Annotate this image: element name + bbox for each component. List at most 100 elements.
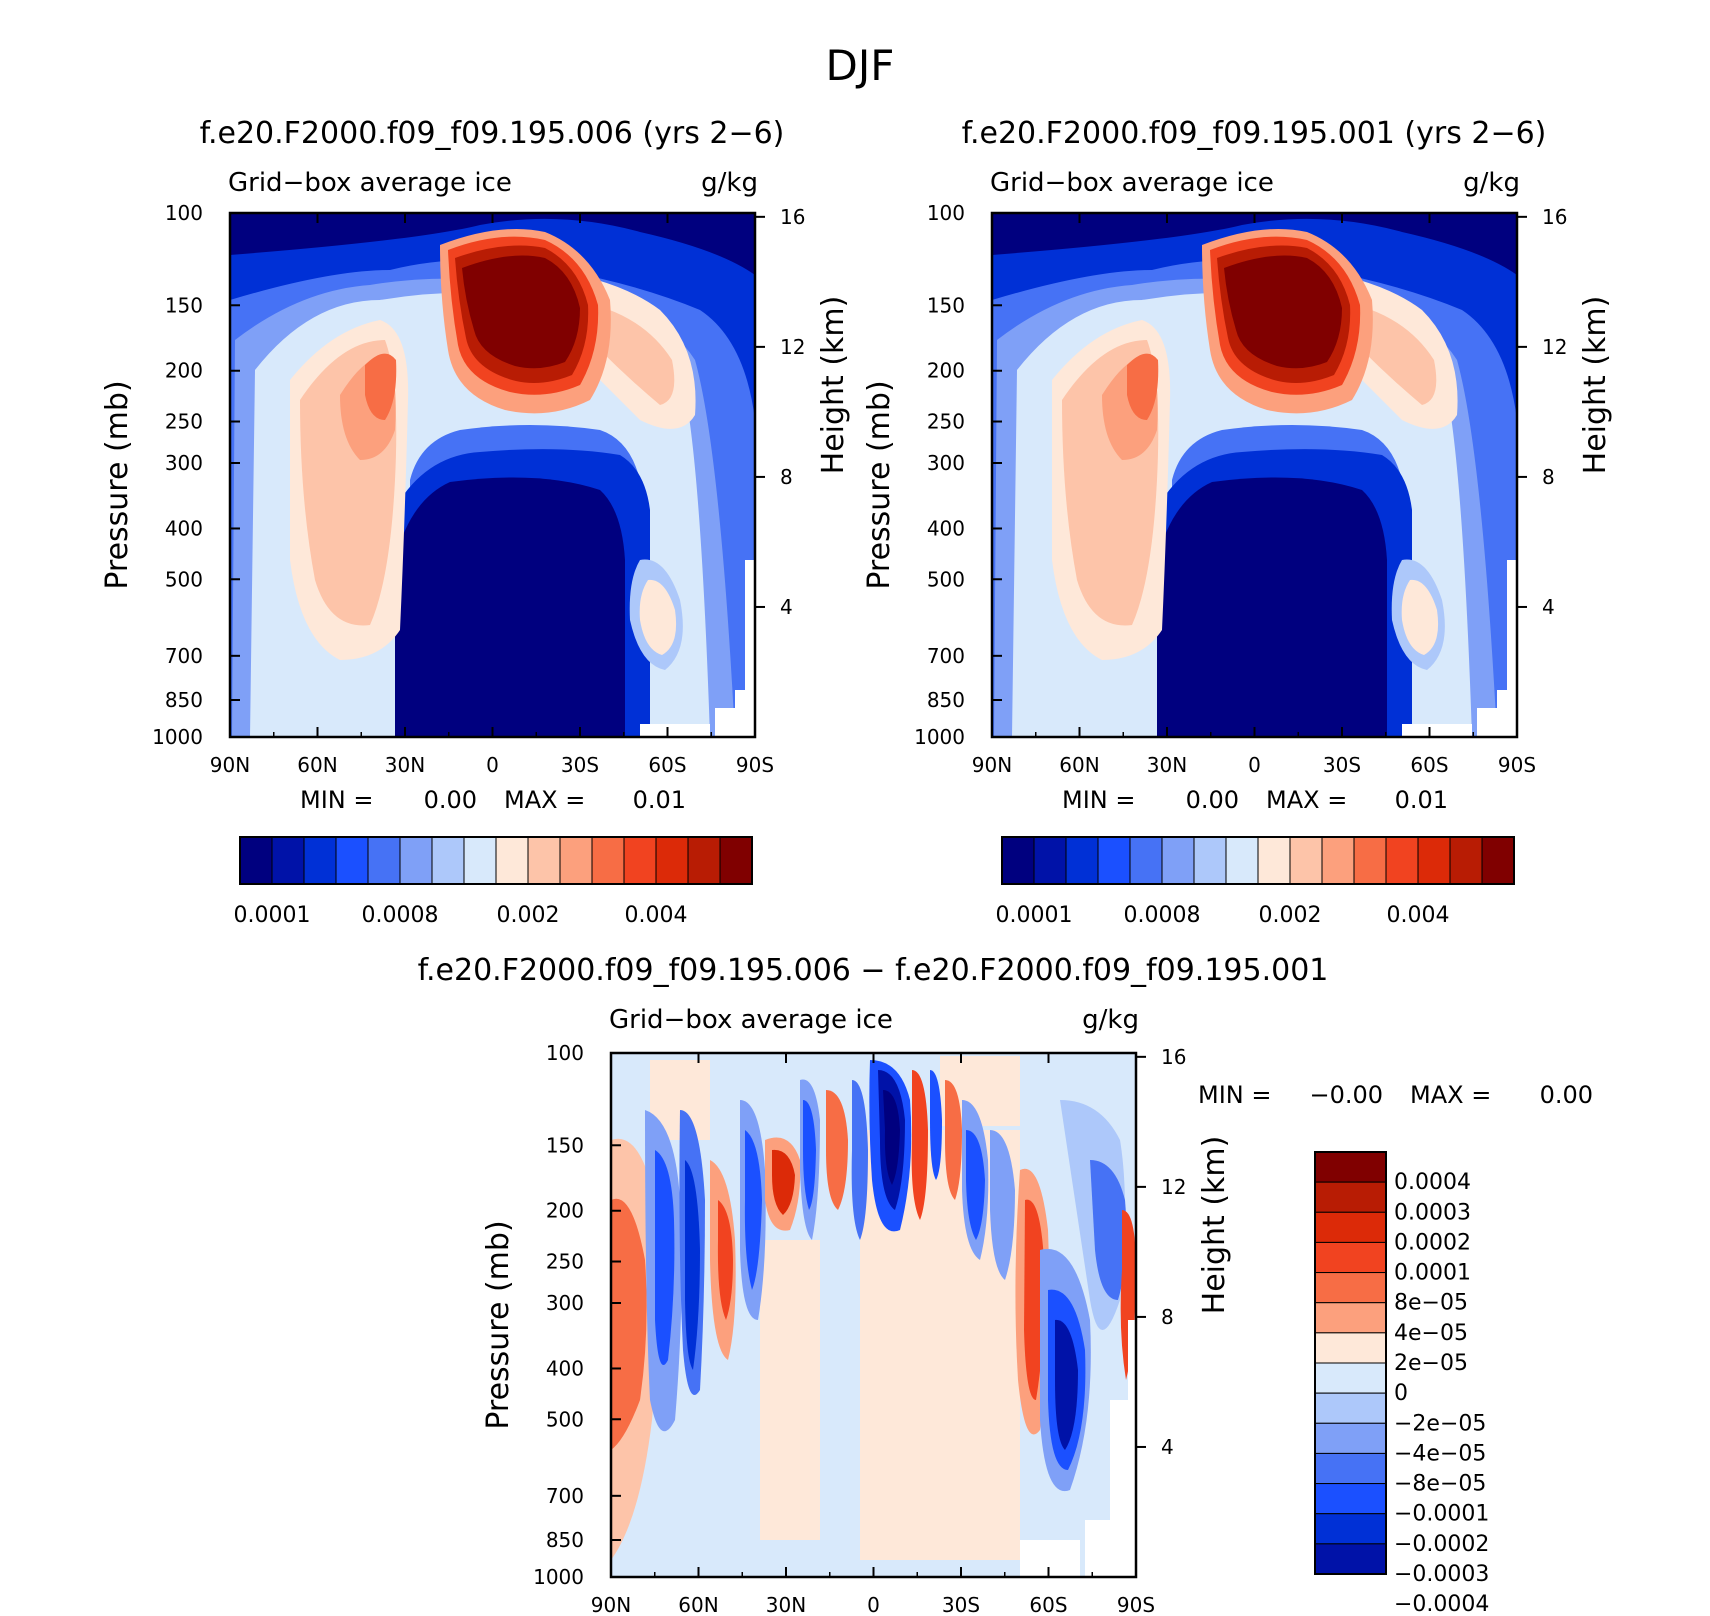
colorbar-label: 2e−05 xyxy=(1394,1351,1468,1376)
y-tick-label: 850 xyxy=(546,1528,584,1552)
min-label: MIN = xyxy=(300,786,373,814)
min-value: 0.00 xyxy=(424,786,477,814)
panel-subtitle-left: Grid−box average ice xyxy=(228,168,512,198)
colorbar-swatch xyxy=(559,836,593,885)
max-label: MAX = xyxy=(1266,786,1347,814)
colorbar-label: 0.002 xyxy=(497,903,560,928)
panel-title: f.e20.F2000.f09_f09.195.001 (yrs 2−6) xyxy=(962,116,1547,151)
y-tick-label: 150 xyxy=(165,293,203,317)
colorbar-swatch xyxy=(1001,836,1035,885)
y-axis-label: Pressure (mb) xyxy=(481,1220,516,1429)
x-tick-label: 60S xyxy=(648,753,686,777)
colorbar-label: 0.0008 xyxy=(362,903,439,928)
colorbar-swatch xyxy=(1314,1513,1387,1545)
x-tick-label: 30S xyxy=(1323,753,1361,777)
max-value: 0.01 xyxy=(633,786,686,814)
contour-field xyxy=(611,1053,1136,1577)
colorbar-swatch xyxy=(1257,836,1291,885)
colorbar-label: 0 xyxy=(1394,1381,1408,1406)
y-tick-label: 400 xyxy=(165,516,203,540)
x-tick-label: 90S xyxy=(1117,1593,1155,1616)
x-tick-label: 90N xyxy=(210,753,250,777)
x-tick-label: 90N xyxy=(591,1593,631,1616)
y-axis-label: Pressure (mb) xyxy=(862,380,897,589)
colorbar-swatch xyxy=(303,836,337,885)
x-tick-label: 30N xyxy=(385,753,425,777)
x-tick-label: 90N xyxy=(972,753,1012,777)
max-value: 0.01 xyxy=(1395,786,1448,814)
y-tick-label: 200 xyxy=(165,359,203,383)
colorbar-swatch xyxy=(1097,836,1131,885)
colorbar-swatch xyxy=(1385,836,1419,885)
colorbar-swatch xyxy=(1417,836,1451,885)
x-tick-label: 60S xyxy=(1029,1593,1067,1616)
contour-field xyxy=(992,213,1517,737)
axes: 90N 60N 30N 0 30S 60S 90S 100 150 200 250 300 400 500… xyxy=(481,1041,1232,1616)
colorbar-swatch xyxy=(719,836,753,885)
x-tick-label: 90S xyxy=(1498,753,1536,777)
y-right-tick-label: 8 xyxy=(780,465,793,489)
colorbar-swatch xyxy=(239,836,273,885)
colorbar-swatch xyxy=(463,836,497,885)
y-tick-label: 300 xyxy=(546,1291,584,1315)
colorbar: 0.0001 0.0008 0.002 0.004 xyxy=(234,836,753,928)
colorbar-swatch xyxy=(1353,836,1387,885)
y-right-axis-label: Height (km) xyxy=(1197,1136,1232,1315)
y-tick-label: 850 xyxy=(927,688,965,712)
min-label: MIN = xyxy=(1062,786,1135,814)
min-value: 0.00 xyxy=(1186,786,1239,814)
colorbar: 0.0004 0.0003 0.0002 0.0001 8e−05 4e−05 2e−05 0… xyxy=(1314,1151,1489,1616)
colorbar-swatch xyxy=(1314,1211,1387,1243)
y-tick-label: 500 xyxy=(165,567,203,591)
y-tick-label: 150 xyxy=(546,1133,584,1157)
y-right-tick-label: 4 xyxy=(1161,1435,1174,1459)
y-right-tick-label: 4 xyxy=(780,595,793,619)
colorbar-swatch xyxy=(1193,836,1227,885)
colorbar-swatch xyxy=(367,836,401,885)
colorbar-label: 8e−05 xyxy=(1394,1291,1468,1316)
y-tick-label: 200 xyxy=(546,1199,584,1223)
colorbar-swatch xyxy=(1314,1362,1387,1394)
colorbar-label: 0.0004 xyxy=(1394,1170,1471,1195)
y-tick-label: 500 xyxy=(927,567,965,591)
colorbar-label: 0.002 xyxy=(1259,903,1322,928)
y-tick-label: 100 xyxy=(165,201,203,225)
y-right-tick-label: 12 xyxy=(1161,1175,1186,1199)
panel-subtitle-left: Grid−box average ice xyxy=(609,1005,893,1035)
colorbar-label: −0.0002 xyxy=(1394,1532,1489,1557)
colorbar-swatch xyxy=(399,836,433,885)
colorbar-label: 0.0001 xyxy=(1394,1261,1471,1286)
y-right-tick-label: 8 xyxy=(1161,1305,1174,1329)
colorbar-swatch xyxy=(495,836,529,885)
colorbar-frame xyxy=(1001,836,1515,885)
y-tick-label: 100 xyxy=(927,201,965,225)
colorbar-label: 0.004 xyxy=(1387,903,1450,928)
colorbar-swatch xyxy=(1314,1272,1387,1304)
colorbar-frame xyxy=(239,836,753,885)
y-right-axis-label: Height (km) xyxy=(1578,296,1613,475)
colorbar-swatch xyxy=(1314,1543,1387,1575)
colorbar-frame xyxy=(1314,1151,1387,1575)
panel-title: f.e20.F2000.f09_f09.195.006 (yrs 2−6) xyxy=(200,116,785,151)
colorbar-label: 0.0003 xyxy=(1394,1200,1471,1225)
x-tick-label: 60S xyxy=(1410,753,1448,777)
x-tick-label: 0 xyxy=(867,1593,880,1616)
max-value: 0.00 xyxy=(1540,1081,1593,1109)
colorbar-label: 0.004 xyxy=(625,903,688,928)
colorbar-swatch xyxy=(1314,1302,1387,1334)
colorbar: 0.0001 0.0008 0.002 0.004 xyxy=(996,836,1515,928)
y-tick-label: 150 xyxy=(927,293,965,317)
y-right-tick-label: 12 xyxy=(1542,335,1567,359)
panel-experiment: f.e20.F2000.f09_f09.195.001 (yrs 2−6) Gr… xyxy=(862,116,1613,928)
colorbar-label: −0.0003 xyxy=(1394,1562,1489,1587)
colorbar-swatch xyxy=(527,836,561,885)
colorbar-label: 0.0002 xyxy=(1394,1230,1471,1255)
colorbar-swatch xyxy=(1314,1483,1387,1515)
y-right-tick-label: 16 xyxy=(1161,1045,1186,1069)
colorbar-label: −8e−05 xyxy=(1394,1472,1486,1497)
panel-units: g/kg xyxy=(1082,1005,1139,1035)
y-tick-label: 700 xyxy=(165,644,203,668)
colorbar-swatch xyxy=(1314,1332,1387,1364)
colorbar-swatch xyxy=(431,836,465,885)
y-tick-label: 850 xyxy=(165,688,203,712)
